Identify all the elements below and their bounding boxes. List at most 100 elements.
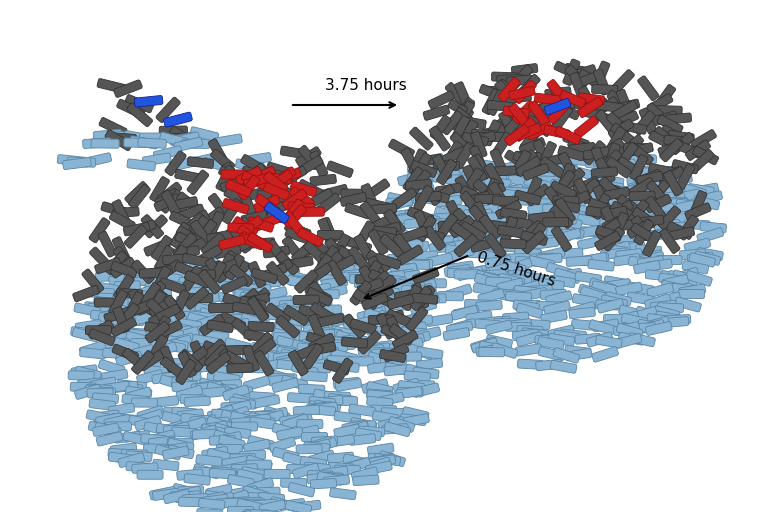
FancyBboxPatch shape: [490, 166, 516, 176]
FancyBboxPatch shape: [366, 250, 391, 272]
FancyBboxPatch shape: [152, 305, 178, 316]
FancyBboxPatch shape: [400, 414, 426, 425]
FancyBboxPatch shape: [574, 225, 601, 239]
FancyBboxPatch shape: [646, 270, 672, 281]
FancyBboxPatch shape: [309, 282, 330, 307]
FancyBboxPatch shape: [558, 163, 574, 189]
FancyBboxPatch shape: [231, 464, 258, 474]
FancyBboxPatch shape: [388, 269, 414, 281]
FancyBboxPatch shape: [221, 176, 247, 192]
FancyBboxPatch shape: [315, 305, 341, 314]
FancyBboxPatch shape: [412, 293, 438, 304]
FancyBboxPatch shape: [194, 464, 220, 479]
FancyBboxPatch shape: [203, 331, 229, 342]
FancyBboxPatch shape: [459, 120, 478, 146]
FancyBboxPatch shape: [238, 216, 263, 237]
FancyBboxPatch shape: [577, 215, 604, 227]
FancyBboxPatch shape: [175, 232, 201, 249]
FancyBboxPatch shape: [559, 202, 585, 212]
FancyBboxPatch shape: [155, 444, 181, 460]
FancyBboxPatch shape: [283, 237, 304, 261]
FancyBboxPatch shape: [416, 347, 443, 359]
FancyBboxPatch shape: [355, 221, 375, 247]
FancyBboxPatch shape: [471, 132, 487, 158]
FancyBboxPatch shape: [685, 140, 711, 161]
FancyBboxPatch shape: [214, 423, 241, 438]
FancyBboxPatch shape: [594, 158, 620, 173]
FancyBboxPatch shape: [406, 283, 433, 298]
FancyBboxPatch shape: [176, 469, 203, 480]
FancyBboxPatch shape: [536, 253, 562, 264]
FancyBboxPatch shape: [614, 185, 640, 197]
FancyBboxPatch shape: [539, 154, 566, 168]
FancyBboxPatch shape: [480, 270, 506, 280]
FancyBboxPatch shape: [687, 252, 714, 264]
FancyBboxPatch shape: [412, 251, 438, 261]
FancyBboxPatch shape: [254, 195, 280, 212]
FancyBboxPatch shape: [313, 389, 340, 402]
FancyBboxPatch shape: [283, 199, 304, 224]
FancyBboxPatch shape: [685, 203, 711, 220]
FancyBboxPatch shape: [243, 314, 269, 325]
FancyBboxPatch shape: [169, 157, 198, 171]
FancyBboxPatch shape: [545, 87, 571, 98]
FancyBboxPatch shape: [240, 499, 265, 509]
FancyBboxPatch shape: [410, 300, 437, 314]
FancyBboxPatch shape: [557, 226, 584, 239]
FancyBboxPatch shape: [238, 304, 265, 317]
FancyBboxPatch shape: [404, 331, 430, 347]
FancyBboxPatch shape: [323, 360, 350, 375]
FancyBboxPatch shape: [240, 287, 267, 301]
FancyBboxPatch shape: [378, 271, 405, 283]
FancyBboxPatch shape: [453, 208, 476, 232]
FancyBboxPatch shape: [461, 165, 488, 180]
FancyBboxPatch shape: [474, 319, 501, 330]
FancyBboxPatch shape: [358, 331, 381, 354]
FancyBboxPatch shape: [303, 442, 330, 453]
FancyBboxPatch shape: [479, 84, 505, 101]
FancyBboxPatch shape: [601, 206, 619, 232]
FancyBboxPatch shape: [195, 219, 217, 244]
FancyBboxPatch shape: [522, 107, 546, 130]
FancyBboxPatch shape: [450, 132, 473, 156]
FancyBboxPatch shape: [634, 175, 660, 187]
FancyBboxPatch shape: [310, 312, 337, 327]
FancyBboxPatch shape: [178, 355, 204, 368]
FancyBboxPatch shape: [321, 342, 348, 352]
FancyBboxPatch shape: [84, 302, 111, 312]
FancyBboxPatch shape: [638, 319, 665, 334]
FancyBboxPatch shape: [176, 192, 201, 214]
FancyBboxPatch shape: [104, 251, 127, 275]
FancyBboxPatch shape: [317, 230, 344, 240]
FancyBboxPatch shape: [223, 262, 249, 275]
FancyBboxPatch shape: [493, 318, 519, 328]
FancyBboxPatch shape: [173, 483, 199, 498]
FancyBboxPatch shape: [553, 175, 580, 186]
FancyBboxPatch shape: [102, 348, 128, 359]
FancyBboxPatch shape: [207, 230, 233, 243]
FancyBboxPatch shape: [360, 202, 382, 226]
FancyBboxPatch shape: [280, 269, 307, 284]
FancyBboxPatch shape: [283, 305, 310, 318]
FancyBboxPatch shape: [211, 409, 238, 420]
FancyBboxPatch shape: [354, 264, 380, 277]
FancyBboxPatch shape: [236, 179, 254, 206]
FancyBboxPatch shape: [324, 313, 351, 325]
FancyBboxPatch shape: [479, 229, 505, 242]
FancyBboxPatch shape: [413, 268, 439, 284]
FancyBboxPatch shape: [690, 150, 714, 172]
FancyBboxPatch shape: [551, 180, 577, 190]
FancyBboxPatch shape: [396, 387, 423, 399]
FancyBboxPatch shape: [307, 263, 332, 284]
FancyBboxPatch shape: [144, 215, 167, 238]
FancyBboxPatch shape: [238, 233, 265, 250]
FancyBboxPatch shape: [171, 132, 200, 146]
FancyBboxPatch shape: [272, 423, 299, 438]
FancyBboxPatch shape: [671, 283, 697, 294]
FancyBboxPatch shape: [74, 303, 101, 316]
FancyBboxPatch shape: [551, 226, 572, 251]
FancyBboxPatch shape: [147, 290, 166, 316]
FancyBboxPatch shape: [93, 410, 119, 422]
FancyBboxPatch shape: [463, 220, 489, 230]
FancyBboxPatch shape: [476, 344, 502, 356]
